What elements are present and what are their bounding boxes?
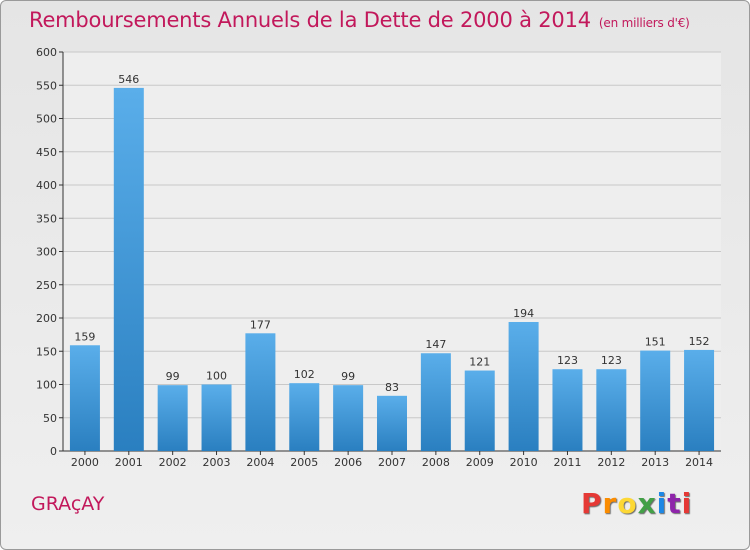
y-tick-label: 50 <box>43 412 57 425</box>
data-label: 194 <box>513 307 534 320</box>
data-label: 102 <box>294 368 315 381</box>
bar <box>552 369 583 451</box>
bar <box>684 349 715 451</box>
x-tick-label: 2009 <box>466 456 494 469</box>
data-label: 83 <box>385 381 399 394</box>
y-tick-label: 0 <box>50 445 57 458</box>
bar <box>464 370 495 451</box>
y-tick-label: 500 <box>36 113 57 126</box>
commune-name: GRAçAY <box>31 493 105 515</box>
x-tick-label: 2011 <box>553 456 581 469</box>
y-tick-label: 350 <box>36 212 57 225</box>
x-tick-label: 2000 <box>71 456 99 469</box>
logo-letter: P <box>581 487 603 520</box>
logo-letter: x <box>637 487 657 520</box>
y-tick-label: 200 <box>36 312 57 325</box>
bar <box>420 353 451 451</box>
x-tick-label: 2006 <box>334 456 362 469</box>
x-tick-label: 2001 <box>115 456 143 469</box>
y-tick-label: 550 <box>36 79 57 92</box>
chart-subtitle: (en milliers d'€) <box>598 16 690 30</box>
bar <box>333 385 364 451</box>
bar <box>245 333 276 451</box>
x-tick-label: 2013 <box>641 456 669 469</box>
proxiti-logo: Proxiti <box>581 487 692 520</box>
data-label: 121 <box>469 356 490 369</box>
chart-title-text: Remboursements Annuels de la Dette de 20… <box>29 8 591 32</box>
x-tick-label: 2008 <box>422 456 450 469</box>
data-label: 147 <box>425 338 446 351</box>
data-label: 123 <box>601 354 622 367</box>
x-tick-label: 2003 <box>203 456 231 469</box>
logo-letter: r <box>602 487 618 520</box>
y-tick-label: 300 <box>36 246 57 259</box>
y-tick-label: 450 <box>36 146 57 159</box>
data-label: 123 <box>557 354 578 367</box>
x-tick-label: 2005 <box>290 456 318 469</box>
data-label: 100 <box>206 370 227 383</box>
logo-letter: i <box>681 487 693 520</box>
logo-letter: o <box>617 487 638 520</box>
data-label: 177 <box>250 318 271 331</box>
data-label: 151 <box>645 336 666 349</box>
bar <box>596 369 627 451</box>
bar <box>201 384 232 451</box>
x-tick-label: 2012 <box>597 456 625 469</box>
data-label: 99 <box>166 370 180 383</box>
data-label: 159 <box>74 330 95 343</box>
bar <box>157 385 188 451</box>
y-tick-label: 150 <box>36 345 57 358</box>
bar <box>289 383 320 451</box>
bar <box>508 321 539 451</box>
bar <box>640 350 671 451</box>
bar <box>69 345 100 451</box>
y-tick-label: 100 <box>36 379 57 392</box>
chart-title: Remboursements Annuels de la Dette de 20… <box>29 8 690 32</box>
bar <box>113 87 144 451</box>
x-tick-label: 2010 <box>510 456 538 469</box>
x-tick-label: 2004 <box>246 456 274 469</box>
x-tick-label: 2002 <box>159 456 187 469</box>
x-tick-label: 2014 <box>685 456 713 469</box>
data-label: 546 <box>118 73 139 86</box>
data-label: 99 <box>341 370 355 383</box>
data-label: 152 <box>689 335 710 348</box>
y-tick-label: 400 <box>36 179 57 192</box>
bar-chart: 0 50 100 150 200 250 300 350 400 450 500 550 600 159 2… <box>36 46 721 469</box>
y-tick-label: 250 <box>36 279 57 292</box>
x-tick-label: 2007 <box>378 456 406 469</box>
logo-letter: t <box>667 487 682 520</box>
y-tick-label: 600 <box>36 46 57 59</box>
bar <box>377 395 407 451</box>
logo-letter: i <box>656 487 668 520</box>
